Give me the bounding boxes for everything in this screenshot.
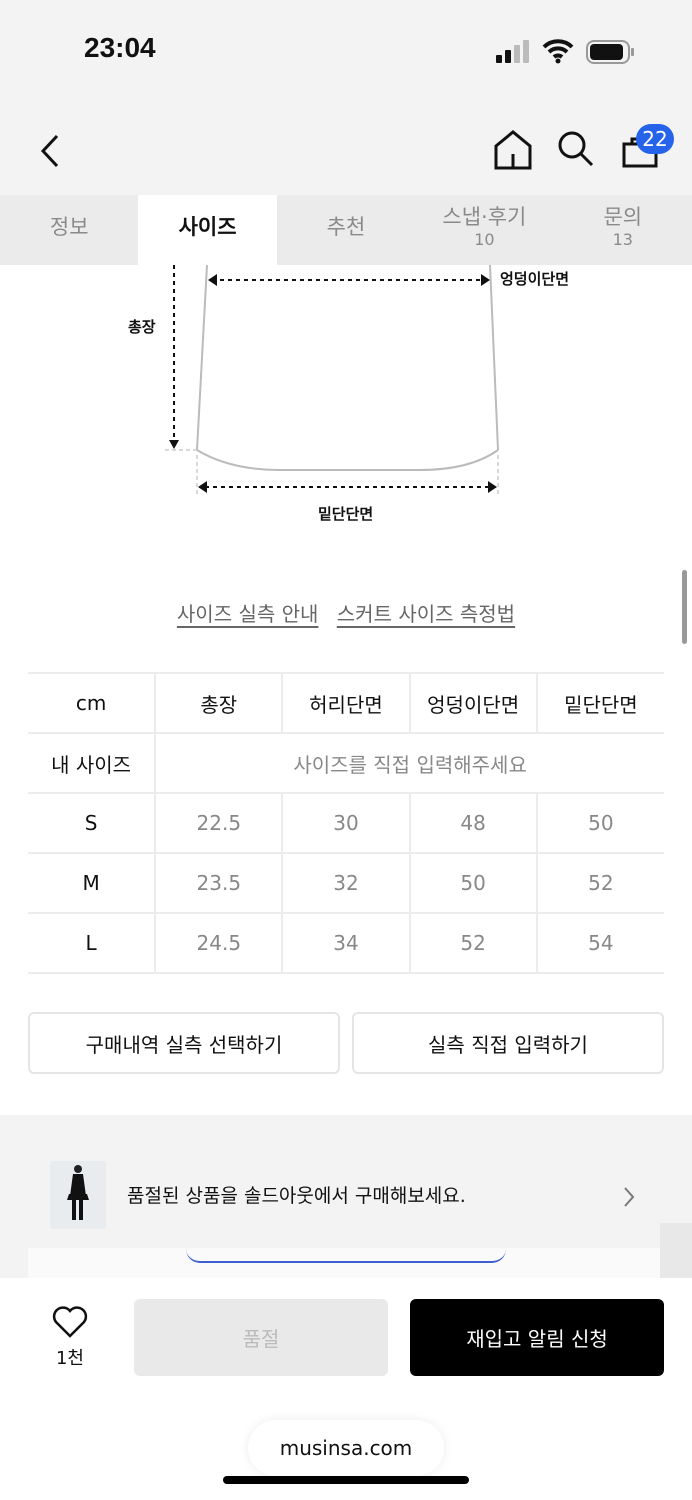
- my-size-input[interactable]: 사이즈를 직접 입력해주세요: [154, 732, 664, 794]
- cell: 52: [535, 852, 664, 914]
- scrollbar[interactable]: [682, 570, 687, 644]
- length-label: 총장: [128, 318, 156, 336]
- clock: 23:04: [84, 32, 156, 63]
- table-row: L 24.5 34 52 54: [28, 912, 664, 974]
- cell: L: [28, 912, 157, 974]
- partial-card: [28, 1248, 662, 1278]
- back-icon[interactable]: [38, 134, 62, 168]
- top-nav: 22: [0, 100, 692, 195]
- size-guide-link[interactable]: 사이즈 실측 안내: [176, 602, 319, 626]
- header-cell: 엉덩이단면: [408, 672, 538, 734]
- signal-icon: [496, 40, 529, 63]
- cell: 22.5: [154, 792, 284, 854]
- tab-count: 10: [474, 230, 495, 249]
- heart-icon[interactable]: [52, 1306, 88, 1338]
- skirt-diagram: [165, 265, 499, 495]
- cell: 54: [535, 912, 664, 974]
- table-row: M 23.5 32 50 52: [28, 852, 664, 914]
- select-from-history-button[interactable]: 구매내역 실측 선택하기: [28, 1012, 340, 1074]
- tab-count: 13: [612, 230, 633, 249]
- battery-icon: [586, 40, 634, 64]
- side-edge: [660, 1223, 692, 1278]
- table-header: cm 총장 허리단면 엉덩이단면 밑단단면: [28, 672, 664, 734]
- cell: 24.5: [154, 912, 284, 974]
- cell: 34: [281, 912, 411, 974]
- tab-snap-review[interactable]: 스냅·후기 10: [415, 195, 553, 265]
- my-size-label: 내 사이즈: [28, 732, 157, 794]
- status-bar: 23:04: [0, 0, 692, 100]
- cell: 30: [281, 792, 411, 854]
- wifi-icon: [542, 39, 574, 64]
- bottom-bar: 1천 품절 재입고 알림 신청 musinsa.com: [0, 1278, 692, 1500]
- cell: 50: [535, 792, 664, 854]
- tab-size[interactable]: 사이즈: [138, 195, 277, 265]
- cell: 32: [281, 852, 411, 914]
- cell: 50: [408, 852, 538, 914]
- partial-button-outline: [186, 1243, 506, 1263]
- cell: 23.5: [154, 852, 284, 914]
- cell: M: [28, 852, 157, 914]
- like-count: 1천: [55, 1348, 84, 1369]
- table-row: S 22.5 30 48 50: [28, 792, 664, 854]
- manual-input-button[interactable]: 실측 직접 입력하기: [352, 1012, 664, 1074]
- hem-label: 밑단단면: [318, 505, 374, 523]
- tab-label: 스냅·후기: [442, 205, 527, 229]
- cell: 48: [408, 792, 538, 854]
- skirt-measure-link[interactable]: 스커트 사이즈 측정법: [336, 602, 516, 626]
- header-cell: cm: [28, 672, 157, 734]
- cell: S: [28, 792, 157, 854]
- banner-text: 품절된 상품을 솔드아웃에서 구매해보세요.: [127, 1185, 466, 1207]
- tab-bar: 정보 사이즈 추천 스냅·후기 10 문의 13: [0, 195, 692, 265]
- tab-label: 문의: [603, 205, 643, 229]
- tab-recommend[interactable]: 추천: [326, 215, 366, 239]
- restock-alert-button[interactable]: 재입고 알림 신청: [410, 1299, 664, 1376]
- tab-inquiry[interactable]: 문의 13: [554, 195, 692, 265]
- my-size-row: 내 사이즈 사이즈를 직접 입력해주세요: [28, 732, 664, 794]
- hip-label: 엉덩이단면: [500, 270, 570, 288]
- search-icon[interactable]: [557, 130, 595, 168]
- home-icon[interactable]: [494, 130, 532, 170]
- soldout-button[interactable]: 품절: [134, 1299, 388, 1376]
- url-bar[interactable]: musinsa.com: [248, 1420, 444, 1476]
- cell: 52: [408, 912, 538, 974]
- chevron-right-icon: [624, 1187, 635, 1207]
- cart-badge: 22: [636, 124, 674, 154]
- header-cell: 허리단면: [281, 672, 411, 734]
- soldout-banner[interactable]: 품절된 상품을 솔드아웃에서 구매해보세요.: [0, 1155, 692, 1235]
- size-links: 사이즈 실측 안내 스커트 사이즈 측정법: [0, 598, 692, 627]
- header-cell: 밑단단면: [535, 672, 664, 734]
- home-indicator[interactable]: [223, 1476, 469, 1484]
- header-cell: 총장: [154, 672, 284, 734]
- soldout-banner-section: 품절된 상품을 솔드아웃에서 구매해보세요.: [0, 1115, 692, 1278]
- size-table: cm 총장 허리단면 엉덩이단면 밑단단면 내 사이즈 사이즈를 직접 입력해주…: [28, 672, 664, 974]
- tab-info[interactable]: 정보: [49, 215, 89, 239]
- product-thumbnail: [50, 1161, 106, 1229]
